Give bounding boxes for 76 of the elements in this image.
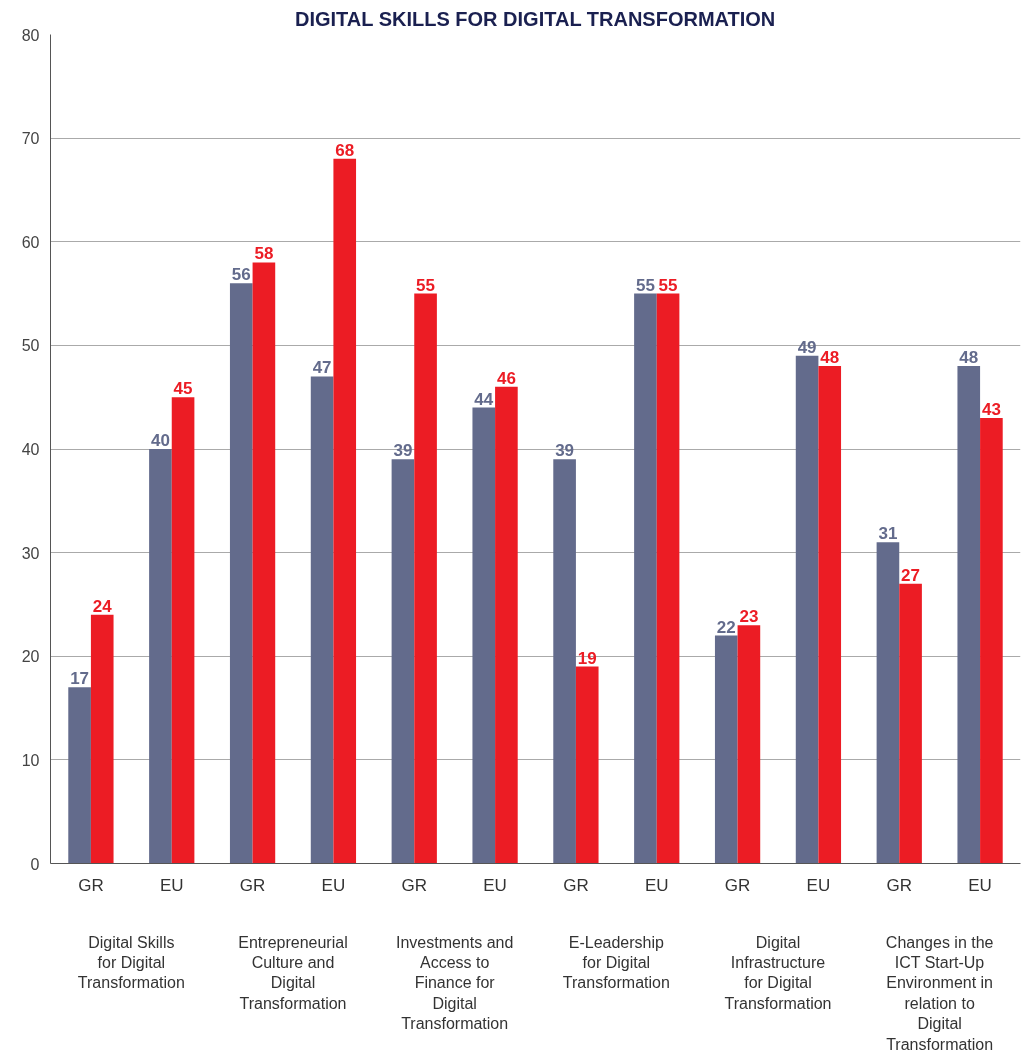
- bar: [980, 417, 1003, 864]
- text: Digital Skills for Digital Transformation: [77, 933, 185, 992]
- x-tick-label: EU: [968, 875, 992, 895]
- data-label: 27: [901, 565, 921, 585]
- x-tick-label: GR: [78, 875, 104, 895]
- y-tick-label: 0: [30, 855, 40, 873]
- bar: [68, 687, 91, 864]
- data-label: 55: [416, 275, 436, 295]
- x-tick-label: EU: [159, 875, 184, 895]
- y-tick-label: 30: [21, 544, 40, 562]
- data-label: 43: [981, 399, 1001, 419]
- text: Changes in the ICT Start-Up Environment in relation to Digital Transformation: [885, 933, 994, 1053]
- text: Entrepreneurial Culture and Digital Transformation: [238, 933, 348, 1012]
- bar: [391, 459, 415, 864]
- data-label: 55: [635, 275, 655, 295]
- data-label: 45: [173, 379, 193, 399]
- data-label: 48: [959, 348, 979, 368]
- x-tick-label: GR: [563, 875, 589, 895]
- bar: [149, 449, 172, 864]
- text: E-Leadership for Digital Transformation: [562, 933, 670, 992]
- bar: [333, 158, 357, 864]
- bar: [634, 293, 657, 864]
- bar: [310, 376, 334, 864]
- bar: [495, 386, 518, 864]
- y-tick-label: 50: [21, 337, 40, 355]
- bar: [553, 459, 576, 864]
- bar: [818, 366, 842, 864]
- text: Investments and Access to Finance for Digital Transformation: [395, 933, 514, 1033]
- data-label: 58: [254, 244, 274, 264]
- data-label: 40: [150, 431, 170, 450]
- bar: [714, 635, 738, 864]
- bar: [472, 407, 496, 864]
- x-tick-label: EU: [483, 875, 507, 895]
- bar: [899, 583, 922, 864]
- data-label: 19: [577, 648, 597, 668]
- y-tick-label: 80: [21, 26, 40, 44]
- bar: [414, 293, 437, 864]
- data-label: 39: [393, 441, 413, 461]
- data-label: 47: [312, 358, 332, 378]
- bar: [575, 666, 599, 864]
- bar: [876, 542, 900, 864]
- data-label: 44: [474, 389, 494, 409]
- bar: [252, 262, 276, 864]
- data-label: 49: [797, 337, 817, 357]
- x-tick-label: GR: [886, 875, 912, 895]
- data-label: 31: [878, 524, 898, 544]
- y-tick-label: 70: [21, 130, 40, 148]
- y-tick-label: 20: [21, 648, 40, 666]
- data-label: 17: [70, 669, 90, 689]
- data-label: 48: [820, 348, 840, 368]
- bar: [229, 283, 253, 864]
- data-label: 68: [335, 140, 355, 160]
- x-tick-label: EU: [644, 875, 669, 895]
- data-label: 56: [231, 265, 251, 285]
- y-tick-label: 60: [21, 233, 40, 251]
- data-label: 23: [739, 607, 759, 627]
- data-label: 46: [496, 368, 516, 388]
- chart-title: DIGITAL SKILLS FOR DIGITAL TRANSFORMATION: [294, 7, 776, 30]
- bar: [957, 366, 981, 864]
- bar: [171, 397, 195, 864]
- x-tick-label: GR: [239, 875, 266, 895]
- x-tick-label: GR: [401, 875, 427, 895]
- data-label: 22: [716, 617, 736, 637]
- x-tick-label: EU: [806, 875, 831, 895]
- text: Digital Infrastructure for Digital Transformation: [724, 933, 832, 1012]
- bar: [795, 355, 819, 864]
- data-label: 55: [658, 275, 678, 295]
- y-tick-label: 40: [21, 441, 40, 458]
- data-label: 24: [92, 596, 113, 616]
- x-tick-label: GR: [724, 875, 751, 895]
- bar: [656, 293, 680, 864]
- x-tick-label: EU: [321, 875, 346, 895]
- bar: [737, 625, 761, 864]
- data-label: 39: [555, 441, 575, 461]
- y-tick-label: 10: [21, 751, 40, 769]
- bar: [90, 614, 114, 864]
